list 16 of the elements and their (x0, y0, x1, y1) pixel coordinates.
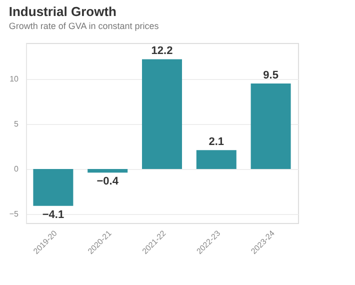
bar (88, 169, 128, 173)
y-tick-label: −5 (9, 210, 20, 218)
y-tick-label: 0 (14, 164, 20, 174)
data-label: 9.5 (263, 70, 278, 82)
y-tick-label: 10 (10, 74, 20, 84)
chart-subtitle: Growth rate of GVA in constant prices (8, 21, 160, 31)
bar (142, 59, 182, 169)
data-label: −4.1 (42, 208, 64, 221)
bar (196, 150, 236, 169)
data-label: −0.4 (96, 176, 120, 188)
bar (250, 84, 291, 169)
chart-title: Industrial Growth (8, 4, 117, 19)
data-label: 12.2 (151, 45, 173, 58)
data-label: 2.1 (208, 136, 224, 148)
bar (33, 169, 74, 206)
y-tick-label: 5 (14, 120, 20, 128)
